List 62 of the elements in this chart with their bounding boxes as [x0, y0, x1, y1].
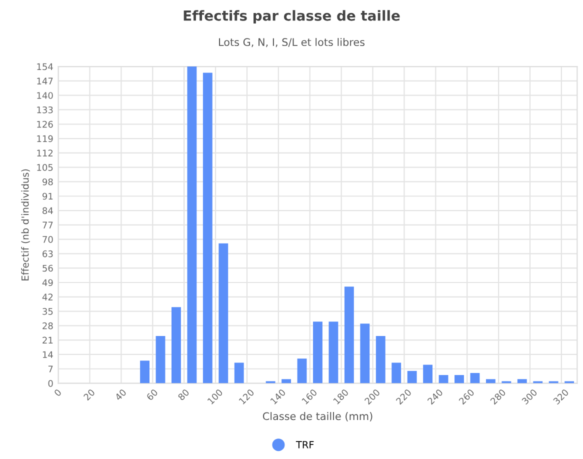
bar	[376, 336, 386, 384]
y-tick-label: 126	[37, 120, 53, 128]
y-tick-label: 91	[42, 192, 53, 200]
bar	[172, 307, 181, 384]
x-tick-label: 40	[114, 388, 127, 401]
x-tick-label: 180	[332, 388, 349, 405]
x-tick-label: 300	[521, 388, 538, 405]
y-tick-label: 154	[37, 63, 53, 70]
bar	[328, 322, 338, 384]
bar	[470, 372, 480, 384]
chart-subtitle: Lots G, N, I, S/L et lots libres	[219, 38, 365, 48]
bar	[313, 322, 322, 384]
y-tick-label: 84	[42, 207, 53, 214]
bar	[392, 362, 402, 384]
bar	[202, 72, 212, 384]
bar	[218, 243, 228, 384]
bar	[344, 286, 354, 384]
y-tick-label: 98	[42, 178, 53, 186]
y-tick-label: 105	[37, 164, 53, 171]
x-tick-label: 320	[552, 388, 569, 405]
y-tick-label: 28	[42, 322, 53, 330]
x-tick-label: 140	[270, 388, 286, 405]
y-tick-label: 21	[42, 336, 53, 344]
y-tick-label: 56	[42, 264, 53, 272]
bar	[517, 379, 527, 384]
bar	[187, 66, 197, 384]
y-tick-label: 119	[37, 135, 53, 142]
y-tick-label: 49	[42, 279, 53, 286]
x-tick-label: 80	[177, 388, 190, 401]
y-tick-label: 147	[37, 78, 53, 84]
x-axis-title: Classe de taille (mm)	[262, 412, 372, 422]
bar	[282, 379, 292, 384]
y-tick-label: 0	[48, 380, 53, 387]
legend-label: TRF	[296, 441, 314, 448]
y-tick-label: 77	[42, 222, 53, 228]
y-tick-label: 70	[42, 236, 53, 243]
y-tick-label: 112	[37, 150, 53, 156]
y-tick-label: 7	[48, 366, 53, 372]
y-tick-label: 133	[37, 106, 53, 114]
y-tick-label: 35	[42, 308, 53, 315]
y-tick-label: 42	[42, 294, 53, 300]
x-tick-label: 160	[302, 388, 318, 405]
bar	[360, 324, 370, 384]
x-tick-label: 60	[146, 388, 158, 401]
x-tick-label: 20	[83, 388, 96, 401]
bar	[156, 336, 166, 384]
x-tick-label: 0	[54, 388, 62, 397]
y-tick-label: 63	[42, 250, 53, 258]
bar	[234, 362, 244, 384]
bar	[438, 375, 448, 384]
y-tick-label: 14	[42, 351, 53, 358]
bar	[407, 370, 417, 384]
y-axis-title: Effectif (nb d'individus)	[21, 169, 30, 280]
chart-title: Effectifs par classe de taille	[184, 10, 400, 24]
bar	[454, 375, 464, 384]
x-tick-label: 120	[238, 388, 254, 405]
bar	[423, 364, 433, 384]
bar	[486, 379, 496, 384]
y-tick-label: 140	[37, 92, 53, 99]
bar	[297, 358, 307, 384]
x-tick-label: 100	[207, 388, 224, 405]
bar	[140, 360, 150, 384]
